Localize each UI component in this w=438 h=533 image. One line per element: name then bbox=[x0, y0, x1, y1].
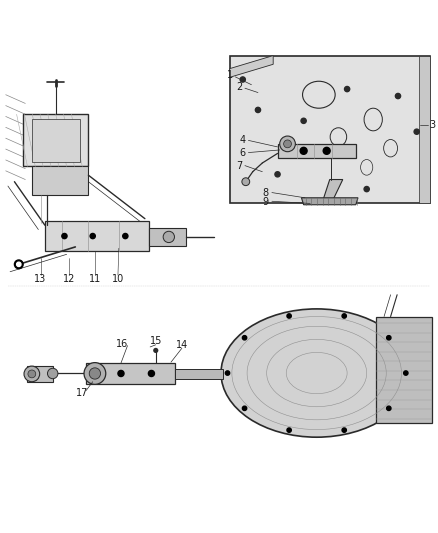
Text: 15: 15 bbox=[150, 336, 162, 346]
Polygon shape bbox=[149, 228, 186, 246]
Polygon shape bbox=[32, 166, 88, 195]
Polygon shape bbox=[45, 221, 149, 251]
Polygon shape bbox=[419, 55, 430, 204]
Polygon shape bbox=[175, 369, 223, 379]
Circle shape bbox=[255, 107, 261, 112]
Text: 8: 8 bbox=[263, 189, 269, 198]
Polygon shape bbox=[376, 317, 432, 423]
Circle shape bbox=[287, 428, 291, 432]
Circle shape bbox=[148, 370, 155, 376]
Circle shape bbox=[300, 147, 307, 154]
Circle shape bbox=[90, 233, 95, 239]
Circle shape bbox=[280, 136, 295, 152]
Text: 14: 14 bbox=[176, 340, 188, 350]
Circle shape bbox=[345, 86, 350, 92]
Circle shape bbox=[47, 368, 58, 379]
Circle shape bbox=[242, 336, 247, 340]
Text: 2: 2 bbox=[237, 82, 243, 92]
Polygon shape bbox=[230, 55, 430, 204]
Circle shape bbox=[225, 371, 230, 375]
Circle shape bbox=[84, 362, 106, 384]
Circle shape bbox=[17, 262, 21, 266]
Circle shape bbox=[396, 93, 401, 99]
Text: 6: 6 bbox=[240, 148, 246, 158]
Circle shape bbox=[163, 231, 174, 243]
Circle shape bbox=[342, 314, 346, 318]
Circle shape bbox=[28, 370, 36, 378]
Text: 16: 16 bbox=[116, 339, 128, 349]
Text: 12: 12 bbox=[63, 273, 75, 284]
Circle shape bbox=[275, 172, 280, 177]
Polygon shape bbox=[23, 114, 88, 166]
Circle shape bbox=[404, 371, 408, 375]
Polygon shape bbox=[278, 144, 356, 158]
Circle shape bbox=[123, 233, 128, 239]
Text: 11: 11 bbox=[89, 273, 101, 284]
Circle shape bbox=[14, 260, 23, 269]
Ellipse shape bbox=[221, 309, 412, 437]
Circle shape bbox=[284, 140, 291, 148]
Text: 4: 4 bbox=[240, 135, 246, 146]
Circle shape bbox=[387, 336, 391, 340]
Text: 13: 13 bbox=[35, 273, 47, 284]
Circle shape bbox=[118, 370, 124, 376]
Circle shape bbox=[89, 368, 101, 379]
Polygon shape bbox=[27, 366, 53, 382]
Text: 7: 7 bbox=[237, 160, 243, 171]
Polygon shape bbox=[322, 180, 343, 202]
Circle shape bbox=[62, 233, 67, 239]
Circle shape bbox=[153, 348, 159, 353]
Circle shape bbox=[387, 406, 391, 410]
Text: 10: 10 bbox=[112, 273, 124, 284]
Text: 1: 1 bbox=[226, 70, 233, 80]
Circle shape bbox=[323, 147, 330, 154]
Circle shape bbox=[342, 428, 346, 432]
Polygon shape bbox=[32, 119, 80, 162]
Circle shape bbox=[414, 129, 419, 134]
Text: 17: 17 bbox=[76, 389, 88, 399]
Polygon shape bbox=[301, 198, 358, 205]
Circle shape bbox=[287, 314, 291, 318]
Text: 3: 3 bbox=[430, 120, 436, 130]
Circle shape bbox=[364, 187, 369, 192]
Circle shape bbox=[24, 366, 40, 382]
Text: 9: 9 bbox=[263, 197, 269, 207]
Polygon shape bbox=[230, 55, 273, 77]
Circle shape bbox=[242, 406, 247, 410]
Circle shape bbox=[301, 118, 306, 124]
Circle shape bbox=[242, 178, 250, 185]
Polygon shape bbox=[86, 363, 175, 384]
Circle shape bbox=[240, 77, 245, 82]
